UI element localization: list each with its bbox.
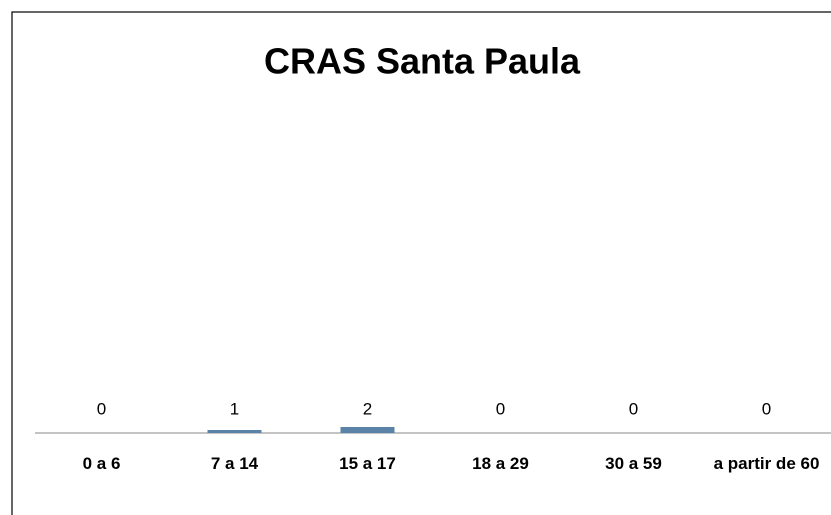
- x-tick-label: 7 a 14: [210, 454, 259, 473]
- x-tick-label: 15 a 17: [339, 454, 396, 473]
- data-label: 0: [629, 399, 638, 418]
- x-tick-label: 0 a 6: [82, 454, 121, 473]
- data-label: 2: [363, 399, 372, 418]
- x-tick-label: 30 a 59: [605, 454, 662, 473]
- data-label: 0: [97, 399, 106, 418]
- bar: [207, 430, 262, 433]
- chart-frame: [11, 11, 831, 515]
- bar: [340, 427, 395, 433]
- data-label: 1: [230, 399, 239, 418]
- data-label: 0: [762, 399, 771, 418]
- data-label: 0: [496, 399, 505, 418]
- chart-title: CRAS Santa Paula: [264, 41, 581, 82]
- x-tick-label: 18 a 29: [472, 454, 529, 473]
- x-tick-label: a partir de 60: [713, 454, 820, 473]
